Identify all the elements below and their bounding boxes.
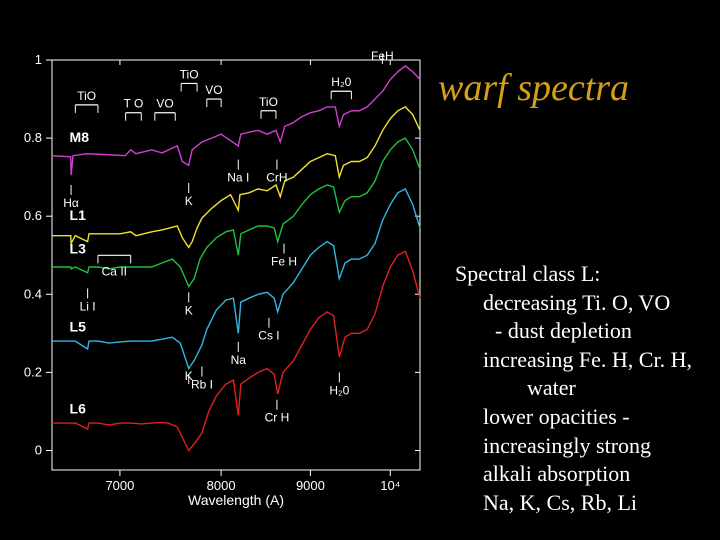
svg-text:9000: 9000 bbox=[296, 478, 325, 493]
marker-Na: Na bbox=[231, 353, 247, 367]
marker-Hα: Hα bbox=[63, 196, 79, 210]
panel-line: alkali absorption bbox=[483, 460, 692, 489]
marker-H₂0: H₂0 bbox=[329, 383, 349, 397]
svg-text:0.6: 0.6 bbox=[24, 208, 42, 223]
marker-Rb I: Rb I bbox=[191, 378, 213, 392]
marker-Na I: Na I bbox=[227, 171, 249, 185]
marker-VO: VO bbox=[205, 83, 222, 97]
svg-text:8000: 8000 bbox=[207, 478, 236, 493]
marker-CrH: CrH bbox=[266, 171, 287, 185]
svg-text:0.2: 0.2 bbox=[24, 364, 42, 379]
marker-Cs I: Cs I bbox=[258, 329, 279, 343]
svg-text:0: 0 bbox=[35, 442, 42, 457]
svg-text:0.4: 0.4 bbox=[24, 286, 42, 301]
spectra-chart: 7000 8000 9000 10⁴ Wavelength (A) 0 0.2 0.4 0.6 0… bbox=[0, 50, 440, 510]
panel-line: water bbox=[527, 374, 692, 403]
marker-K: K bbox=[185, 303, 193, 317]
svg-text:Wavelength (A): Wavelength (A) bbox=[188, 492, 284, 508]
marker-TiO: TiO bbox=[259, 95, 278, 109]
panel-line: - dust depletion bbox=[495, 317, 692, 346]
panel-line: Na, K, Cs, Rb, Li bbox=[483, 489, 692, 518]
marker-K: K bbox=[185, 194, 193, 208]
marker-K: K bbox=[185, 369, 193, 383]
marker-Li I: Li I bbox=[80, 299, 96, 313]
spectrum-label-L6: L6 bbox=[70, 400, 87, 416]
marker-Cr H: Cr H bbox=[265, 411, 290, 425]
panel-line: Spectral class L: bbox=[455, 260, 692, 289]
panel-line: decreasing Ti. O, VO bbox=[483, 289, 692, 318]
spectrum-label-M8: M8 bbox=[70, 129, 90, 145]
spectrum-label-L3: L3 bbox=[70, 240, 87, 256]
panel-line: increasing Fe. H, Cr. H, bbox=[483, 346, 692, 375]
marker-TiO: TiO bbox=[77, 89, 96, 103]
marker-TiO: TiO bbox=[180, 67, 199, 81]
marker-H₂0: H₂0 bbox=[331, 75, 351, 89]
spectrum-label-L5: L5 bbox=[70, 318, 87, 334]
svg-text:1: 1 bbox=[35, 52, 42, 67]
panel-line: lower opacities - bbox=[483, 403, 692, 432]
panel-line: increasingly strong bbox=[483, 432, 692, 461]
marker-Ca II: Ca II bbox=[102, 264, 127, 278]
marker-T O: T O bbox=[124, 97, 144, 111]
svg-text:0.8: 0.8 bbox=[24, 130, 42, 145]
spectrum-L6 bbox=[52, 251, 420, 450]
marker-FeH: FeH bbox=[371, 50, 394, 63]
marker-Fe H: Fe H bbox=[271, 255, 297, 269]
svg-text:10⁴: 10⁴ bbox=[380, 478, 400, 493]
marker-VO: VO bbox=[156, 97, 173, 111]
svg-text:7000: 7000 bbox=[105, 478, 134, 493]
spectrum-L5 bbox=[52, 189, 420, 369]
info-panel: Spectral class L:decreasing Ti. O, VO - … bbox=[455, 260, 692, 517]
page-title: warf spectra bbox=[438, 66, 629, 110]
